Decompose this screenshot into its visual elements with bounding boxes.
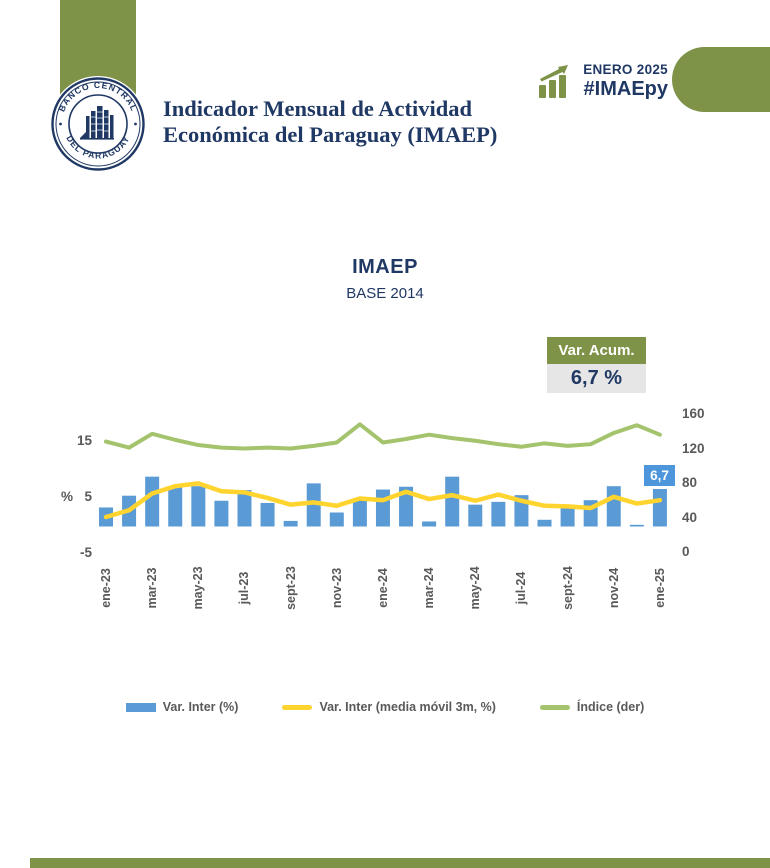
bcp-seal-icon: BANCO CENTRAL DEL PARAGUAY — [51, 77, 145, 171]
combo-chart — [99, 422, 667, 527]
bar-sept-23 — [283, 520, 298, 527]
x-tick-ene-23: ene-23 — [99, 568, 113, 608]
legend-swatch-bar-icon — [125, 702, 156, 712]
x-tick-mar-24: mar-24 — [422, 567, 437, 609]
chart-legend: Var. Inter (%) Var. Inter (media móvil 3m… — [0, 700, 770, 714]
footer-rule — [30, 858, 770, 868]
right-axis-tick: 80 — [682, 475, 698, 490]
legend-label: Var. Inter (%) — [162, 700, 239, 714]
legend-item: Var. Inter (%) — [125, 700, 239, 714]
bar-mar-24 — [422, 521, 437, 527]
x-tick-jul-24: jul-24 — [514, 571, 529, 605]
bcp-logo: BANCO CENTRAL DEL PARAGUAY — [50, 76, 146, 172]
var-acum-value: 6,7 % — [547, 364, 646, 393]
bar-abr-23 — [168, 486, 183, 527]
x-tick-mar-23: mar-23 — [145, 567, 160, 609]
legend-item: Var. Inter (media móvil 3m, %) — [282, 700, 496, 714]
hashtag: #IMAEpy — [583, 78, 668, 100]
bar-dic-24 — [629, 524, 644, 527]
legend-item: Índice (der) — [539, 700, 645, 714]
page-title: Indicador Mensual de Actividad Económica… — [163, 96, 593, 148]
legend-label: Var. Inter (media móvil 3m, %) — [319, 700, 496, 714]
x-tick-may-23: may-23 — [191, 566, 206, 610]
right-axis-tick: 160 — [682, 406, 705, 421]
corner-tab — [672, 47, 770, 112]
bar-nov-24 — [606, 486, 621, 527]
bar-abr-24 — [445, 476, 460, 527]
var-acum-label: Var. Acum. — [547, 337, 646, 364]
bar-ago-24 — [537, 519, 552, 527]
legend-swatch-line-icon — [282, 704, 313, 710]
right-axis-tick: 0 — [682, 544, 690, 559]
bar-nov-23 — [329, 512, 344, 527]
bar-mar-23 — [145, 476, 160, 527]
page-title-line1: Indicador Mensual de Actividad — [163, 96, 473, 121]
bar-ene-24 — [375, 489, 390, 527]
x-tick-nov-23: nov-23 — [329, 567, 344, 609]
bar-jun-24 — [491, 501, 506, 527]
line-index — [104, 422, 662, 451]
legend-swatch-line-icon — [539, 704, 570, 710]
bar-feb-24 — [399, 486, 414, 527]
bar-ene-25 — [652, 488, 667, 527]
left-axis-tick: 5 — [84, 489, 92, 504]
bar-sept-24 — [560, 504, 575, 527]
bar-may-23 — [191, 486, 206, 527]
line-moving-average — [103, 481, 663, 520]
x-tick-sept-23: sept-23 — [283, 566, 298, 610]
left-axis-tick: -5 — [79, 545, 92, 560]
header-badge-text: ENERO 2025 #IMAEpy — [583, 62, 668, 100]
data-point-callout: 6,7 — [644, 465, 675, 486]
bar-oct-23 — [306, 483, 321, 527]
trend-up-bars-icon — [539, 65, 568, 98]
chart-subtitle: BASE 2014 — [346, 285, 424, 302]
left-axis-unit: % — [61, 489, 74, 504]
bar-may-24 — [468, 504, 483, 527]
x-tick-ene-24: ene-24 — [375, 568, 390, 608]
right-axis-tick: 120 — [682, 441, 705, 456]
right-axis-tick: 40 — [682, 510, 698, 525]
page-title-line2: Económica del Paraguay (IMAEP) — [163, 122, 498, 147]
bar-jun-23 — [214, 500, 229, 527]
report-month: ENERO 2025 — [583, 62, 668, 77]
x-tick-ene-25: ene-25 — [652, 568, 667, 608]
chart-title: IMAEP — [352, 256, 418, 278]
x-tick-may-24: may-24 — [468, 566, 483, 610]
x-tick-jul-23: jul-23 — [237, 571, 252, 605]
left-axis-tick: 15 — [76, 433, 92, 448]
bar-jul-23 — [237, 490, 252, 527]
x-tick-sept-24: sept-24 — [560, 566, 575, 610]
bar-dic-23 — [352, 499, 367, 527]
bar-ago-23 — [260, 502, 275, 527]
legend-label: Índice (der) — [576, 700, 645, 714]
x-tick-nov-24: nov-24 — [606, 567, 621, 609]
